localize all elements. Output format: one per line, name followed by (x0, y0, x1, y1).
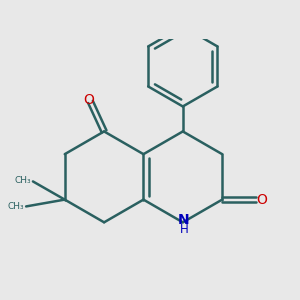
Text: CH₃: CH₃ (15, 176, 31, 185)
Text: N: N (178, 213, 190, 227)
Text: O: O (83, 93, 94, 107)
Text: H: H (179, 223, 188, 236)
Text: CH₃: CH₃ (8, 202, 25, 211)
Text: O: O (257, 193, 268, 207)
